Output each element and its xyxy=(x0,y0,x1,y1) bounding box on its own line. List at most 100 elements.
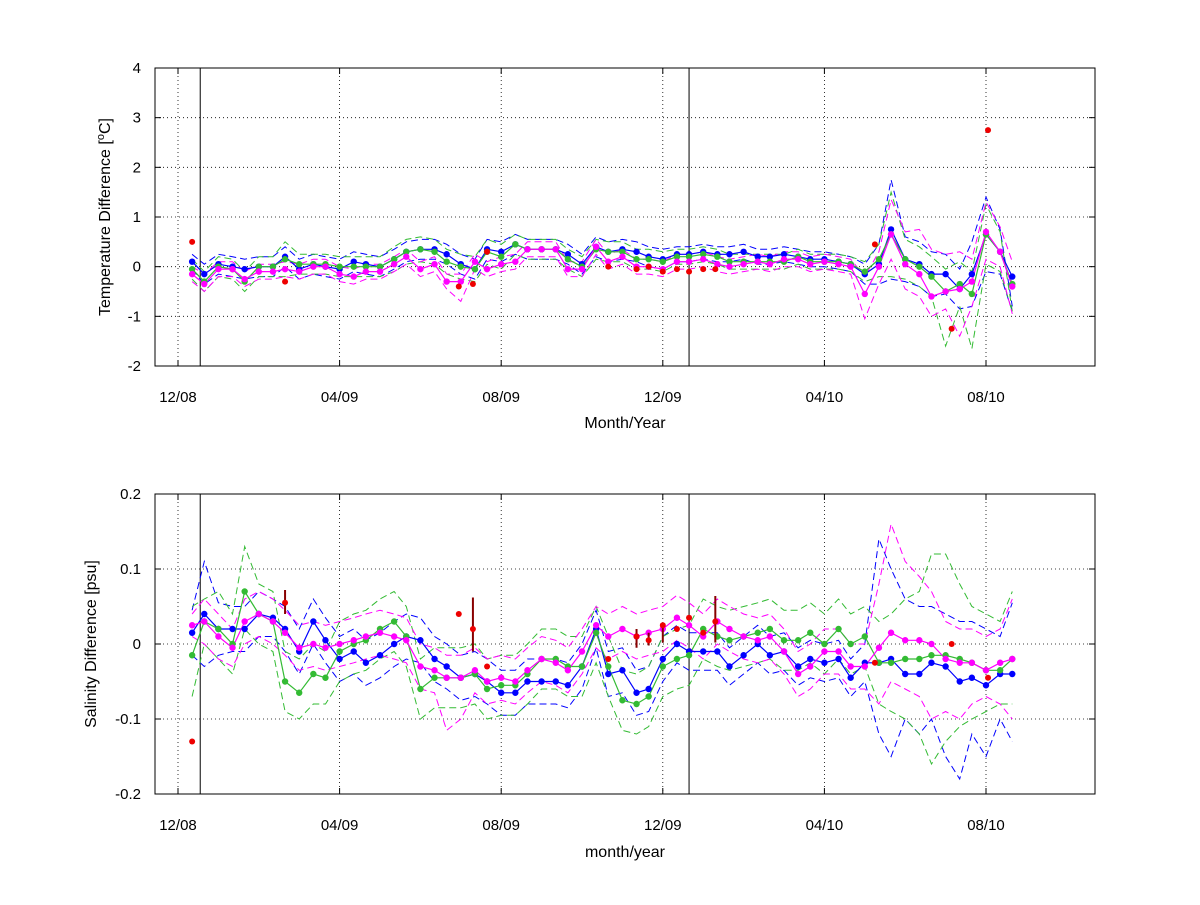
red-observation-point xyxy=(484,663,491,670)
series-magenta-point xyxy=(887,231,895,238)
series-blue-point xyxy=(362,659,370,666)
series-blue-point xyxy=(659,655,666,663)
series-blue-point xyxy=(928,659,935,666)
series-green-point xyxy=(471,265,479,273)
x-tick-label: 08/09 xyxy=(482,817,520,834)
series-magenta-point xyxy=(1009,655,1016,663)
y-axis-label: Salinity Difference [psu] xyxy=(83,560,100,728)
series-green-point xyxy=(578,663,586,670)
y-tick-label: 0 xyxy=(133,259,141,276)
series-magenta-point xyxy=(902,637,909,644)
series-blue-point xyxy=(498,248,505,255)
series-green-point xyxy=(376,263,384,270)
series-blue-lower-bound xyxy=(191,636,1013,781)
series-green-point xyxy=(296,689,303,696)
series-magenta-point xyxy=(471,667,479,674)
series-magenta-point xyxy=(780,256,788,263)
series-magenta-point xyxy=(740,633,747,640)
red-observation-point xyxy=(484,248,491,255)
series-magenta-point xyxy=(390,633,398,640)
series-green-point xyxy=(968,290,976,298)
series-magenta-point xyxy=(766,260,774,268)
series-green-point xyxy=(996,667,1004,674)
series-blue-point xyxy=(605,670,612,678)
series-green-point xyxy=(255,263,262,270)
series-magenta-point xyxy=(524,667,531,674)
series-green-point xyxy=(215,625,222,633)
plot-layer xyxy=(188,127,1016,349)
series-magenta-point xyxy=(322,263,329,270)
series-blue-point xyxy=(229,625,236,633)
x-tick-label: 04/09 xyxy=(321,389,359,406)
series-magenta-point xyxy=(403,637,410,644)
series-magenta-point xyxy=(322,644,329,651)
series-magenta-point xyxy=(552,246,559,253)
series-magenta-point xyxy=(847,663,854,670)
series-magenta-point xyxy=(942,655,949,663)
series-blue-point xyxy=(982,682,990,689)
series-magenta-point xyxy=(916,270,923,278)
series-blue-point xyxy=(350,258,357,265)
series-green-upper-bound xyxy=(191,190,1013,312)
series-magenta-point xyxy=(956,285,963,293)
series-green-point xyxy=(281,256,289,263)
series-magenta-point xyxy=(443,278,450,285)
series-green-point xyxy=(928,652,935,659)
red-observation-point xyxy=(189,738,196,745)
series-blue-point xyxy=(390,640,398,648)
y-tick-label: 0 xyxy=(133,636,141,653)
x-axis-label: Month/Year xyxy=(584,415,666,432)
series-magenta-point xyxy=(362,268,370,275)
series-green-point xyxy=(916,263,923,270)
red-observation-point xyxy=(700,629,707,636)
y-tick-label: -0.1 xyxy=(115,711,141,728)
series-green-point xyxy=(956,280,963,288)
plot-layer xyxy=(188,522,1016,781)
series-blue-point xyxy=(700,648,707,655)
series-green-point xyxy=(417,246,424,253)
series-green-lower-bound xyxy=(191,253,1013,349)
series-magenta-point xyxy=(483,265,491,273)
series-green-point xyxy=(794,637,802,644)
series-green-point xyxy=(417,685,424,693)
series-green-point xyxy=(336,648,343,655)
series-blue-point xyxy=(619,667,626,674)
red-observation-point xyxy=(948,325,955,332)
series-magenta-point xyxy=(336,270,343,278)
series-magenta-point xyxy=(916,637,923,644)
x-tick-label: 04/10 xyxy=(806,389,844,406)
series-magenta-point xyxy=(821,648,828,655)
red-observation-point xyxy=(686,614,693,621)
series-blue-point xyxy=(241,265,248,273)
series-magenta-point xyxy=(215,633,222,640)
series-magenta-point xyxy=(483,678,491,685)
series-magenta-point xyxy=(538,655,545,663)
x-tick-label: 04/10 xyxy=(806,817,844,834)
series-green-point xyxy=(390,256,398,263)
series-magenta-point xyxy=(861,663,868,670)
red-observation-point xyxy=(871,241,878,248)
series-green-point xyxy=(619,248,626,255)
red-observation-point xyxy=(469,281,476,288)
series-green-point xyxy=(714,253,721,260)
series-magenta-point xyxy=(498,674,505,681)
series-green-point xyxy=(861,268,868,275)
series-magenta-point xyxy=(578,265,586,273)
series-magenta-point xyxy=(498,260,505,268)
series-blue-point xyxy=(968,674,976,681)
red-observation-point xyxy=(985,127,992,134)
y-tick-label: 0.1 xyxy=(120,561,141,578)
series-magenta-point xyxy=(685,258,693,265)
series-magenta-point xyxy=(457,674,464,681)
series-magenta-point xyxy=(726,263,733,270)
series-magenta-upper-bound xyxy=(191,198,1013,278)
series-magenta-point xyxy=(229,644,236,651)
series-magenta-point xyxy=(766,633,774,640)
series-green-point xyxy=(659,258,666,265)
series-green-point xyxy=(875,256,883,263)
series-magenta-point xyxy=(605,633,612,640)
series-green-point xyxy=(754,629,761,636)
red-observation-point xyxy=(633,266,640,273)
series-magenta-point xyxy=(875,644,883,651)
series-green-point xyxy=(431,248,438,255)
